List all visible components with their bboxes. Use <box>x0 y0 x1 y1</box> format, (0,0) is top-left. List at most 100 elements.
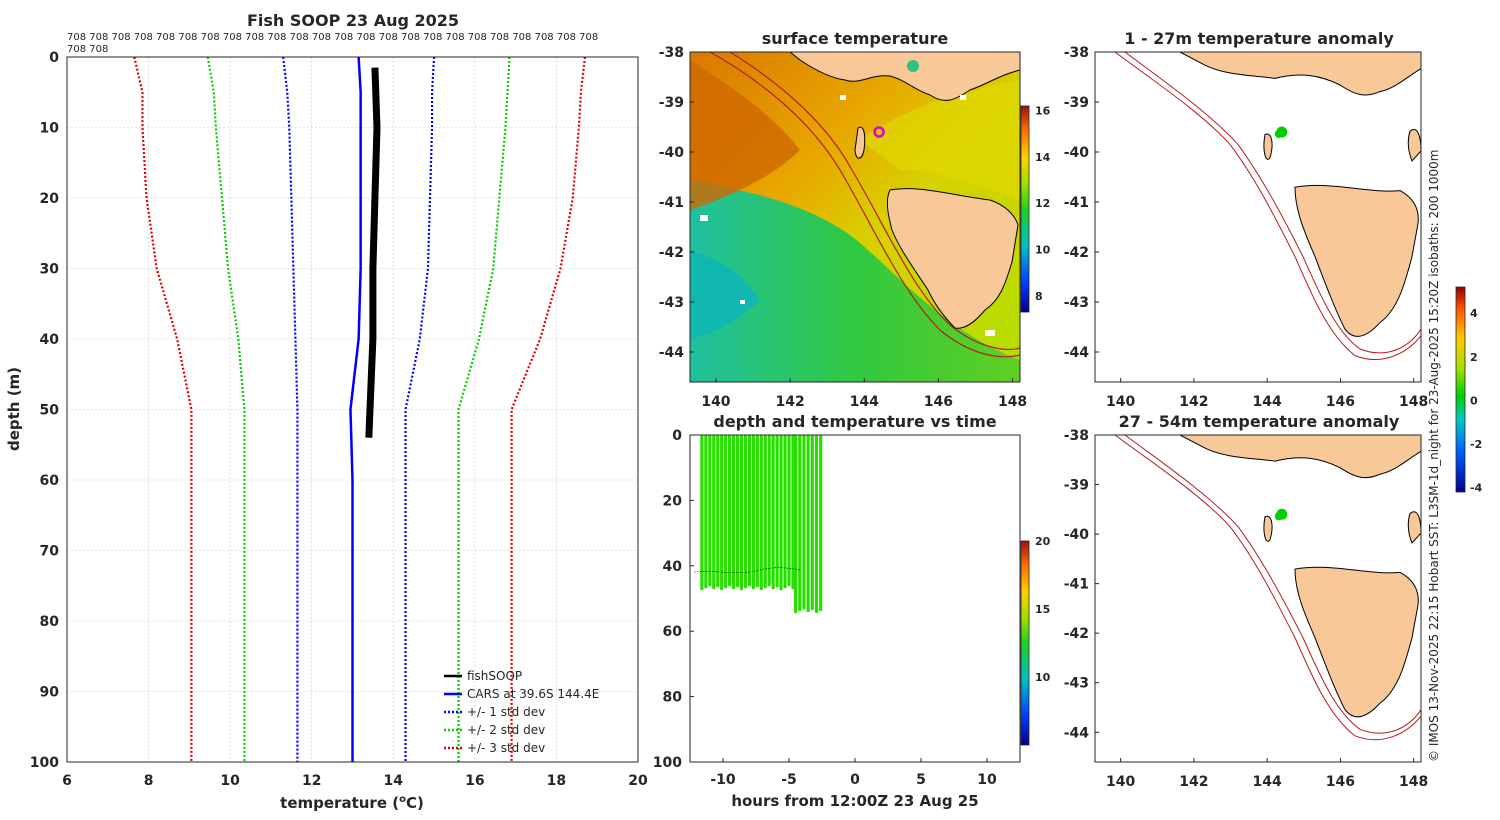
anomaly-y-tick-label: -38 <box>1064 45 1089 61</box>
sst-y-tick-label: -42 <box>659 245 684 261</box>
y-tick-label: 90 <box>40 685 60 701</box>
sst-x-tick-label: 144 <box>850 394 879 410</box>
y-tick-label: 10 <box>40 121 60 137</box>
series-line--2-std-dev <box>457 56 511 762</box>
x-tick-label: 18 <box>547 773 566 789</box>
anomaly-bottom-title: 27 - 54m temperature anomaly <box>1119 412 1400 431</box>
sst-x-tick-label: 148 <box>998 394 1027 410</box>
x-tick-label: 8 <box>144 773 154 789</box>
anomaly-y-tick-label: -42 <box>1064 626 1089 642</box>
anomaly-x-tick-label: 148 <box>1399 394 1428 410</box>
isobath-200m <box>1114 52 1421 360</box>
profile-top-labels-row1: 708 708 708 708 708 708 708 708 708 708 … <box>67 32 598 43</box>
sst-axes-box <box>689 51 1021 383</box>
series-line--2-std-dev <box>206 56 246 762</box>
anomaly-y-tick-label: -39 <box>1064 478 1089 494</box>
anomaly-top-title: 1 - 27m temperature anomaly <box>1124 29 1394 48</box>
depth-time-x-label: hours from 12:00Z 23 Aug 25 <box>731 792 978 810</box>
anomaly-x-tick-label: 144 <box>1253 774 1282 790</box>
x-tick-label: 10 <box>220 773 240 789</box>
y-tick-label: 100 <box>30 755 59 771</box>
profile-ticks: 6 8 10 12 14 16 18 20 0 10 20 30 40 50 60 70 80 90 100 <box>30 50 648 789</box>
mainland-shape <box>1179 52 1421 96</box>
sst-location-marker <box>873 126 885 138</box>
y-tick-label: 70 <box>40 544 60 560</box>
profile-series <box>133 56 587 762</box>
y-tick-label: 60 <box>40 473 60 489</box>
profile-x-label: temperature (oC) <box>280 794 424 812</box>
anomaly-colorbar-tick: 0 <box>1470 394 1478 407</box>
anomaly-y-tick-label: -43 <box>1064 295 1089 311</box>
time-colorbar-tick: 15 <box>1035 603 1050 616</box>
dt-y-tick-label: 0 <box>672 428 682 444</box>
legend-item: +/- 3 std dev <box>467 741 545 755</box>
y-tick-label: 40 <box>40 332 60 348</box>
sst-colorbar-tick: 12 <box>1035 197 1050 210</box>
anomaly-x-tick-label: 140 <box>1106 394 1135 410</box>
dt-x-tick-label: 0 <box>850 772 860 788</box>
time-colorbar-tick: 20 <box>1035 535 1051 548</box>
dt-x-tick-label: 5 <box>916 772 926 788</box>
profile-legend: fishSOOP CARS at 39.6S 144.4E +/- 1 std de… <box>444 669 599 755</box>
anomaly-colorbar <box>1455 286 1466 493</box>
x-tick-label: 12 <box>302 773 321 789</box>
anomaly-map-bottom-panel: 140 142 144 146 148 -38 -39 -40 -41 -42 -43 -44 <box>1064 428 1429 790</box>
dt-y-tick-label: 100 <box>653 755 682 771</box>
x-tick-label: 16 <box>465 773 484 789</box>
x-tick-label: 20 <box>628 773 648 789</box>
anomaly-x-tick-label: 142 <box>1179 774 1208 790</box>
sst-colorbar-tick: 10 <box>1035 244 1051 257</box>
dt-y-tick-label: 20 <box>663 493 683 509</box>
series-line--1-std-dev <box>404 56 436 762</box>
sst-y-tick-label: -38 <box>659 45 684 61</box>
time-colorbar <box>1020 540 1030 746</box>
y-tick-label: 20 <box>40 191 60 207</box>
side-note: © IMOS 13-Nov-2025 22:15 Hobart SST: L3S… <box>1427 150 1441 762</box>
anomaly-y-tick-label: -44 <box>1064 725 1090 741</box>
series-line--3-std-dev <box>510 56 587 762</box>
sst-y-tick-label: -43 <box>659 295 684 311</box>
anomaly-colorbar-tick: -4 <box>1470 482 1483 495</box>
dt-x-tick-label: -10 <box>710 772 736 788</box>
sst-map-image <box>690 52 1020 382</box>
anomaly-y-tick-label: -40 <box>1064 145 1090 161</box>
y-tick-label: 30 <box>40 262 60 278</box>
anomaly-y-tick-label: -38 <box>1064 428 1089 444</box>
legend-item: CARS at 39.6S 144.4E <box>467 687 599 701</box>
series-line-cars-at-39-6s-144-4e <box>349 56 362 762</box>
anomaly-x-tick-label: 146 <box>1326 774 1355 790</box>
series-line--1-std-dev <box>282 56 299 762</box>
sst-x-tick-label: 146 <box>924 394 953 410</box>
sst-colorbar-ticks: 8 10 12 14 16 <box>1035 105 1051 303</box>
series-line--3-std-dev <box>133 56 193 762</box>
anomaly-y-tick-label: -43 <box>1064 676 1089 692</box>
sst-x-tick-label: 142 <box>775 394 804 410</box>
sst-y-tick-label: -40 <box>659 145 685 161</box>
anomaly-marker <box>1274 512 1283 521</box>
sst-colorbar-tick: 8 <box>1035 290 1043 303</box>
sst-colorbar-tick: 14 <box>1035 151 1051 164</box>
dt-x-tick-label: -5 <box>781 772 797 788</box>
anomaly-x-tick-label: 144 <box>1253 394 1282 410</box>
isobath-1000m <box>1124 435 1421 734</box>
sst-colorbar <box>1020 105 1030 313</box>
depth-time-title: depth and temperature vs time <box>713 412 996 431</box>
anomaly-y-tick-label: -41 <box>1064 195 1089 211</box>
profile-title: Fish SOOP 23 Aug 2025 <box>247 11 459 30</box>
sst-y-tick-label: -39 <box>659 95 684 111</box>
dt-x-tick-label: 10 <box>977 772 997 788</box>
legend-item: fishSOOP <box>467 669 522 683</box>
legend-item: +/- 1 std dev <box>467 705 545 719</box>
x-tick-label: 6 <box>62 773 72 789</box>
profile-y-label: depth (m) <box>5 367 23 451</box>
profile-top-labels-row2: 708 708 <box>67 44 108 55</box>
flinders-island-shape <box>1407 511 1421 544</box>
isobath-1000m <box>1124 52 1421 354</box>
time-colorbar-ticks: 10 15 20 <box>1035 535 1051 684</box>
anomaly-marker <box>1274 130 1283 138</box>
time-colorbar-tick: 10 <box>1035 671 1051 684</box>
x-tick-label: 14 <box>384 773 404 789</box>
anomaly-y-tick-label: -42 <box>1064 245 1089 261</box>
tasmania-shape <box>1294 566 1419 718</box>
